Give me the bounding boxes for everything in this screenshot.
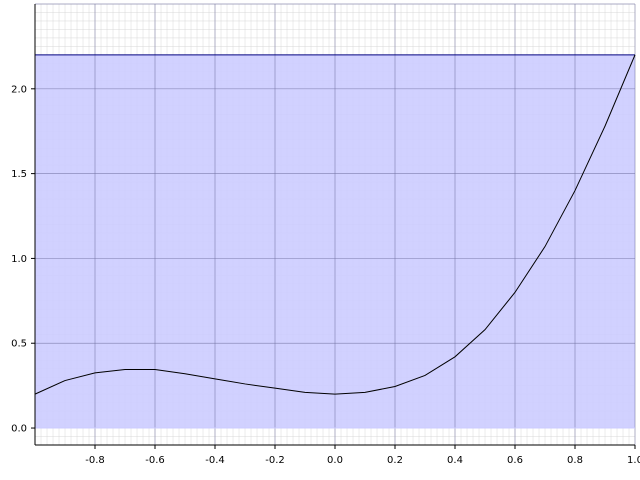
series-line-0 xyxy=(34,54,636,395)
x-tick-label: -0.4 xyxy=(205,455,225,466)
x-tick-label: 0.0 xyxy=(327,455,343,466)
y-tick-label: 1.0 xyxy=(11,254,27,265)
x-tick-label: 0.2 xyxy=(387,455,403,466)
x-tick-label: -0.2 xyxy=(265,455,285,466)
y-tick-label: 2.0 xyxy=(11,84,27,95)
x-tick-label: -0.8 xyxy=(85,455,105,466)
x-tick-label: 0.6 xyxy=(507,455,523,466)
y-axis-ticks: 0.0 0.5 1.0 1.5 2.0 xyxy=(11,84,35,435)
y-tick-label: 0.5 xyxy=(11,339,27,350)
x-axis-ticks: -0.8 -0.6 -0.4 -0.2 0.0 0.2 0.4 0.6 0.8 1.0 xyxy=(85,445,640,466)
x-tick-label: 1.0 xyxy=(627,455,640,466)
y-tick-label: 0.0 xyxy=(11,424,27,435)
x-tick-label: 0.4 xyxy=(447,455,463,466)
x-tick-label: -0.6 xyxy=(145,455,165,466)
y-tick-label: 1.5 xyxy=(11,169,27,180)
x-tick-label: 0.8 xyxy=(567,455,583,466)
series-layer xyxy=(34,54,636,395)
